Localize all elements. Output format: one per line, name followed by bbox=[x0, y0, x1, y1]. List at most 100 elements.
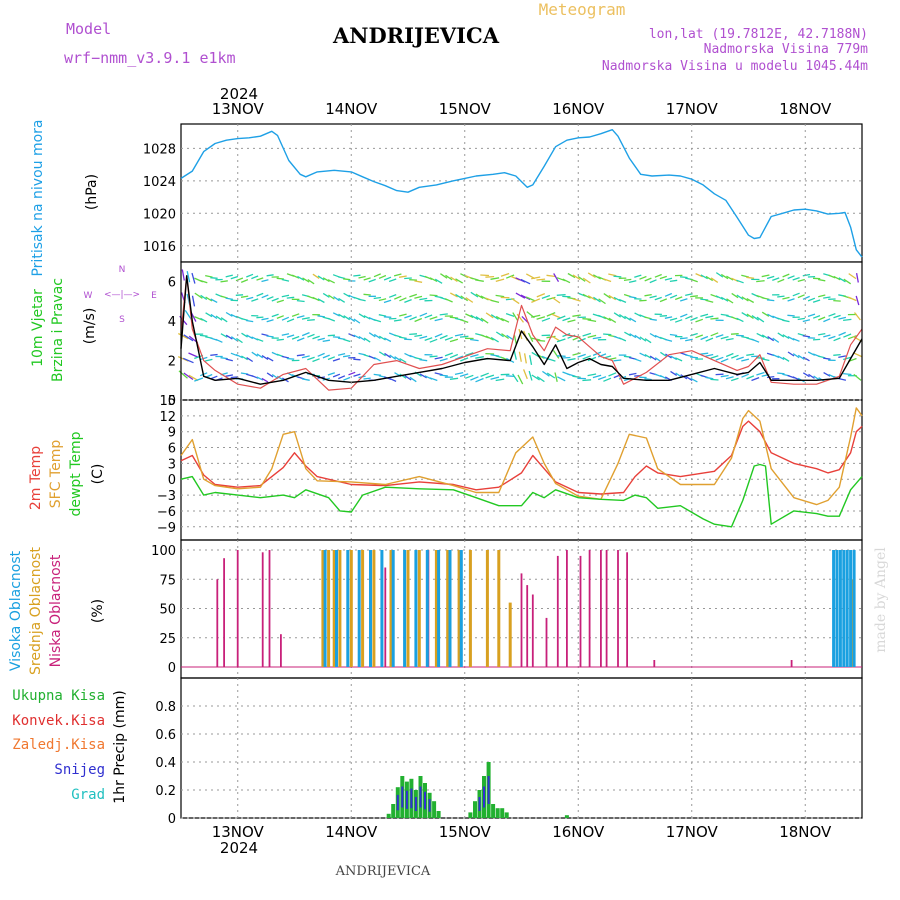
wind-barb bbox=[572, 375, 581, 379]
wind-barb bbox=[256, 292, 264, 297]
cloud-high-bar bbox=[838, 550, 842, 667]
wind-barb bbox=[495, 378, 505, 382]
wind-barb bbox=[332, 358, 341, 362]
wind-barb bbox=[792, 353, 800, 359]
wind-barb bbox=[296, 299, 305, 303]
wind-barb bbox=[241, 332, 248, 338]
wind-barb bbox=[194, 377, 204, 382]
wind-barb bbox=[644, 377, 652, 381]
wind-barb bbox=[787, 351, 795, 357]
cloud-unit: (%) bbox=[90, 599, 106, 623]
wind-barb bbox=[797, 294, 805, 299]
cloud-low-bar bbox=[579, 555, 582, 667]
wind-barb bbox=[419, 358, 428, 362]
wind-barb bbox=[705, 376, 714, 380]
cloud-mid-bar bbox=[327, 550, 331, 667]
wind-barb bbox=[639, 352, 647, 357]
wind-barb bbox=[246, 296, 254, 300]
wind-barb bbox=[317, 298, 325, 304]
wind-barb bbox=[337, 352, 346, 356]
model-elevation-text: Nadmorska Visina u modelu 1045.44m bbox=[602, 59, 868, 74]
cloud-high-bar bbox=[852, 550, 856, 667]
wind-barb bbox=[572, 314, 581, 317]
compass-arrows: <—|—> bbox=[104, 290, 140, 300]
temp-ytick-label: −9 bbox=[157, 521, 176, 536]
wind-barb bbox=[695, 318, 704, 323]
wind-barb bbox=[235, 277, 244, 282]
wind-barb bbox=[271, 297, 279, 302]
wind-barb bbox=[343, 376, 351, 381]
wind-barb bbox=[276, 338, 284, 341]
wind-barb bbox=[720, 374, 729, 378]
wind-barb bbox=[235, 294, 244, 296]
wind-barb bbox=[669, 317, 678, 321]
wind-barb bbox=[634, 358, 642, 362]
wind-barb bbox=[465, 374, 474, 379]
precip-ytick-label: 0.8 bbox=[155, 700, 176, 715]
pressure-frame bbox=[180, 123, 863, 263]
wind-barb bbox=[220, 333, 228, 338]
bottom-year-label: 2024 bbox=[220, 839, 258, 857]
cloud-mid-bar bbox=[446, 550, 450, 667]
wind-barb bbox=[409, 316, 417, 321]
wind-barb bbox=[465, 297, 474, 303]
temp-2m-line bbox=[180, 420, 863, 495]
wind-barb bbox=[628, 280, 637, 284]
wind-barb bbox=[674, 319, 683, 323]
wind-barb bbox=[307, 356, 315, 361]
cloud-mid-bar bbox=[349, 550, 353, 667]
bottom-day-label: 16NOV bbox=[552, 823, 605, 841]
wind-barb bbox=[210, 277, 218, 279]
wind-barb bbox=[378, 274, 387, 279]
wind-barb bbox=[531, 314, 541, 318]
wind-barb bbox=[833, 275, 841, 281]
wind-barb bbox=[567, 358, 576, 361]
wind-barb bbox=[710, 332, 719, 337]
wind-barb bbox=[812, 338, 821, 341]
wind-barb bbox=[812, 314, 821, 319]
temp-ylabel-sfc: SFC Temp bbox=[48, 440, 64, 509]
compass-s-label: S bbox=[119, 315, 125, 325]
cloud-ytick-label: 50 bbox=[159, 603, 176, 618]
wind-barb bbox=[838, 316, 847, 320]
wind-barb bbox=[756, 332, 765, 338]
wind-barb bbox=[475, 316, 484, 322]
wind-barb bbox=[587, 373, 597, 377]
wind-barb bbox=[399, 313, 407, 317]
wind-barb bbox=[582, 332, 592, 337]
wind-barb bbox=[823, 334, 831, 338]
wind-barb bbox=[823, 318, 831, 323]
wind-barb bbox=[669, 333, 678, 337]
wind-barb bbox=[848, 296, 857, 302]
wind-unit: (m/s) bbox=[82, 308, 98, 345]
wind-barb bbox=[556, 293, 566, 296]
wind-barb bbox=[343, 338, 351, 343]
wind-barb bbox=[495, 278, 505, 283]
wind-barb bbox=[368, 278, 376, 283]
wind-barb bbox=[455, 293, 463, 300]
wind-barb bbox=[720, 335, 729, 340]
wind-barb bbox=[439, 374, 448, 377]
wind-barb bbox=[751, 315, 760, 321]
temp-ytick-label: 15 bbox=[159, 394, 176, 409]
cloud-high-bar bbox=[369, 550, 372, 667]
cloud-mid-bar bbox=[372, 550, 376, 667]
wind-barb bbox=[715, 272, 724, 278]
wind-barb bbox=[700, 335, 709, 341]
wind-barb bbox=[480, 274, 490, 277]
wind-barb bbox=[756, 371, 765, 376]
wind-barb bbox=[598, 314, 607, 320]
wind-barb bbox=[383, 276, 392, 281]
wind-barb bbox=[363, 293, 371, 296]
wind-barb bbox=[710, 317, 719, 320]
wind-barb bbox=[756, 280, 765, 283]
precip-bar bbox=[436, 811, 441, 818]
wind-barb bbox=[215, 338, 223, 343]
wind-barb bbox=[191, 295, 196, 307]
wind-barb bbox=[628, 372, 637, 376]
wind-barb bbox=[802, 356, 810, 362]
cloud-high-bar bbox=[842, 550, 846, 667]
wind-barb bbox=[720, 296, 729, 302]
cloud-ytick-label: 75 bbox=[159, 573, 176, 588]
wind-barb bbox=[393, 273, 402, 277]
